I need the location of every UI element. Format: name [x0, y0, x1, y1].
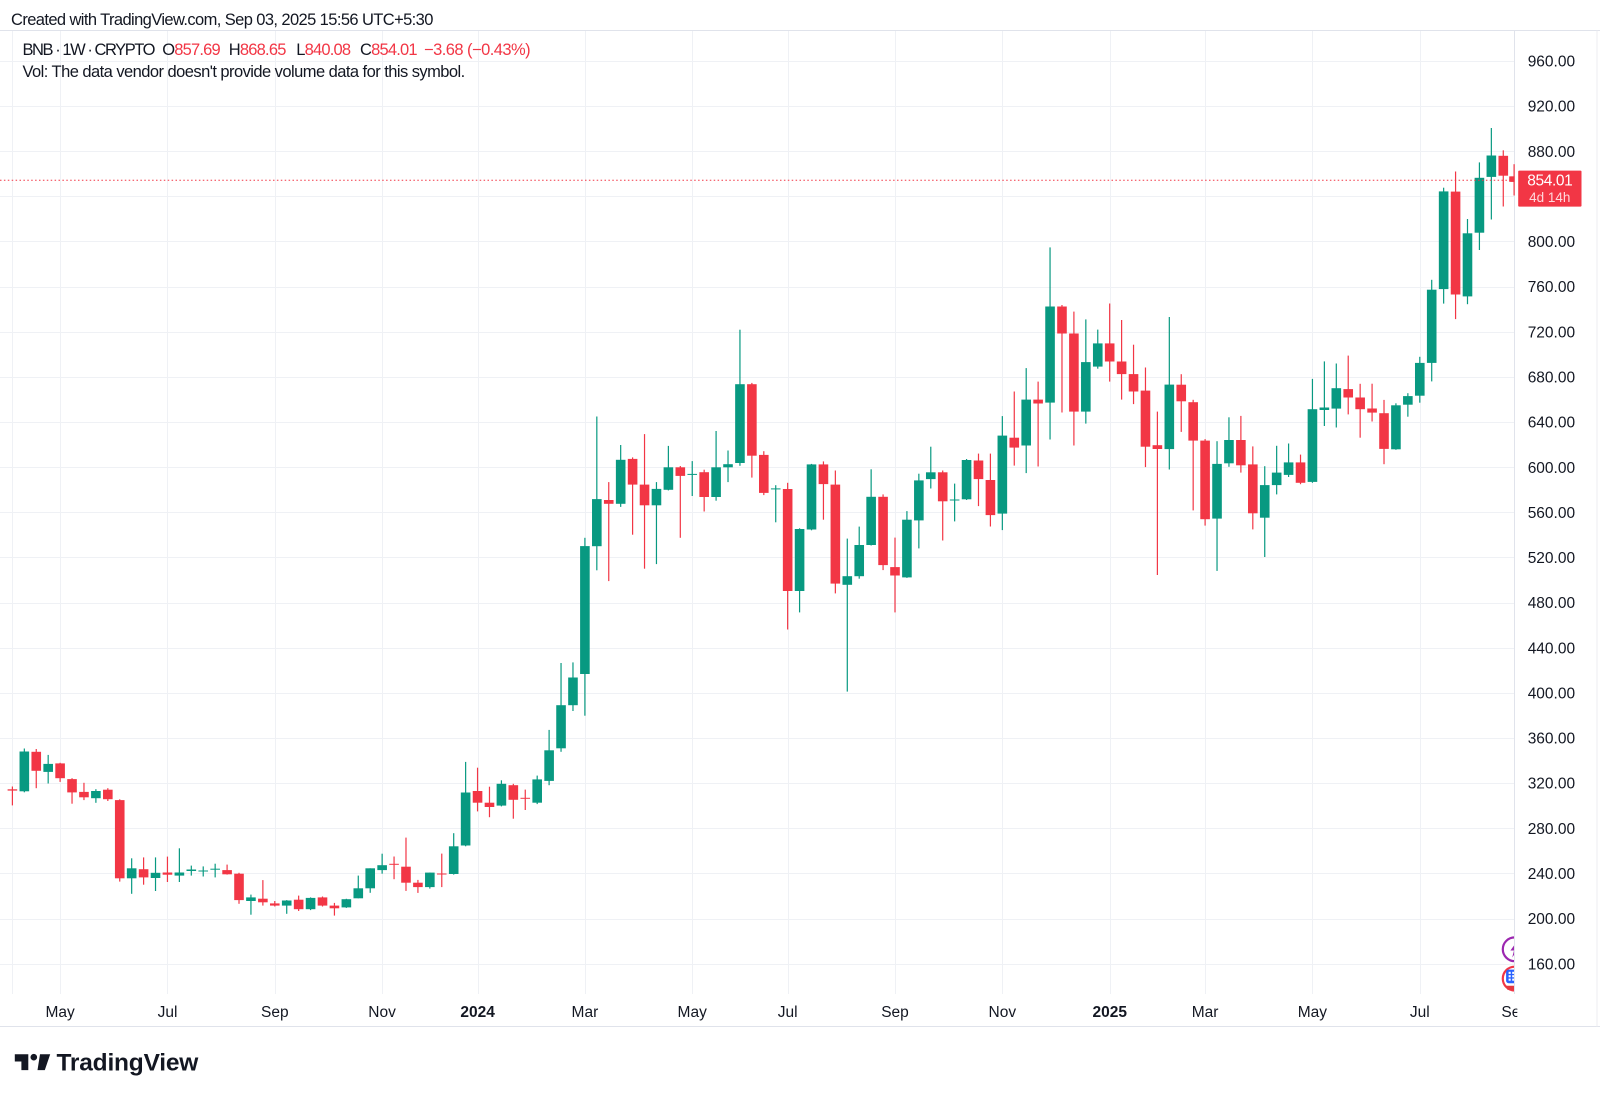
svg-text:Jul: Jul [158, 1004, 178, 1021]
svg-text:Sep: Sep [261, 1004, 289, 1021]
svg-text:600.00: 600.00 [1528, 460, 1576, 477]
svg-text:280.00: 280.00 [1528, 821, 1576, 838]
svg-text:Mar: Mar [1192, 1004, 1219, 1021]
svg-text:640.00: 640.00 [1528, 415, 1576, 432]
svg-text:200.00: 200.00 [1528, 911, 1576, 928]
svg-text:960.00: 960.00 [1528, 54, 1576, 71]
svg-text:520.00: 520.00 [1528, 550, 1576, 567]
svg-text:Jul: Jul [778, 1004, 798, 1021]
svg-text:854.01: 854.01 [1527, 172, 1572, 189]
svg-text:2025: 2025 [1092, 1004, 1127, 1021]
svg-text:360.00: 360.00 [1528, 731, 1576, 748]
svg-text:480.00: 480.00 [1528, 595, 1576, 612]
svg-text:680.00: 680.00 [1528, 370, 1576, 387]
svg-text:May: May [678, 1004, 708, 1021]
svg-text:880.00: 880.00 [1528, 144, 1576, 161]
svg-text:Jul: Jul [1410, 1004, 1430, 1021]
svg-text:320.00: 320.00 [1528, 776, 1576, 793]
svg-text:400.00: 400.00 [1528, 686, 1576, 703]
svg-text:2024: 2024 [460, 1004, 495, 1021]
svg-text:May: May [45, 1004, 75, 1021]
svg-text:160.00: 160.00 [1528, 956, 1576, 973]
svg-text:Nov: Nov [368, 1004, 396, 1021]
svg-text:720.00: 720.00 [1528, 324, 1576, 341]
svg-text:440.00: 440.00 [1528, 640, 1576, 657]
svg-text:800.00: 800.00 [1528, 234, 1576, 251]
svg-text:Mar: Mar [572, 1004, 599, 1021]
svg-text:May: May [1298, 1004, 1328, 1021]
svg-text:Sep: Sep [881, 1004, 909, 1021]
svg-text:TradingView: TradingView [57, 1049, 200, 1076]
svg-text:Nov: Nov [989, 1004, 1017, 1021]
svg-text:240.00: 240.00 [1528, 866, 1576, 883]
svg-text:4d 14h: 4d 14h [1529, 190, 1570, 205]
svg-text:760.00: 760.00 [1528, 279, 1576, 296]
svg-text:Sep: Sep [1501, 1004, 1529, 1021]
svg-text:560.00: 560.00 [1528, 505, 1576, 522]
svg-text:920.00: 920.00 [1528, 99, 1576, 116]
